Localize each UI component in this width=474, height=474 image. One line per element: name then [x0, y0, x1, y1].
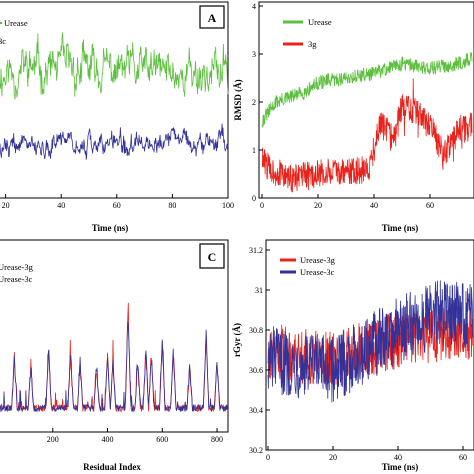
- panel-a-series-group: [0, 32, 229, 160]
- panel-d-frame: [265, 239, 474, 451]
- panel-d-yticks: 30.2 30.4 30.6 30.8 31 31.2: [249, 246, 270, 455]
- panel-d-legend-1: Urease-3g: [300, 255, 336, 265]
- panel-d-xlabel: Time (ns): [382, 462, 419, 472]
- panel-b-xtick-label: 40: [370, 201, 378, 210]
- panel-d-ytick-label: 30.8: [249, 326, 263, 335]
- panel-c-xtick-label: 200: [47, 435, 59, 444]
- panel-a-badge-box: [199, 5, 225, 29]
- panel-c-xtick-label: 600: [156, 435, 168, 444]
- panel-d-series-group: [267, 280, 474, 403]
- panel-b-legend-1: Urease: [308, 17, 332, 27]
- panel-c-xtick-label: 400: [102, 435, 114, 444]
- panel-a-xtick-label: 80: [168, 201, 176, 210]
- panel-b-xtick-label: 60: [426, 201, 434, 210]
- panel-c-series-group: [0, 302, 229, 413]
- panel-d-ylabel: rGyr (Å): [232, 323, 242, 357]
- panel-a-xticks: 20 40 60 80 100: [2, 194, 234, 210]
- panel-c-legend-1: Urease-3g: [0, 262, 34, 272]
- panel-d: 0 20 40 60 30.2 30.4 30.6 30.8 31 31.2 Time (ns)…: [232, 239, 474, 472]
- panel-b-xtick-label: 20: [314, 201, 322, 210]
- panel-a: 20 40 60 80 100 Time (ns) A Urease 3c: [0, 1, 234, 233]
- panel-d-xtick-label: 60: [459, 453, 467, 462]
- panel-b-yticks: 0 1 2 3 4: [252, 2, 263, 203]
- panel-a-xtick-label: 100: [222, 201, 234, 210]
- panel-c-series-1-line: [0, 302, 229, 413]
- panel-c-badge-box: [199, 243, 225, 269]
- panel-c-xtick-label: 800: [211, 435, 223, 444]
- panel-c-frame: [0, 239, 229, 433]
- panel-b-xlabel: Time (ns): [382, 223, 419, 233]
- panel-b-ytick-label: 3: [252, 50, 256, 59]
- panel-a-frame: [0, 1, 229, 199]
- panel-b-ytick-label: 1: [252, 146, 256, 155]
- panel-c-xticks: 0200400600800: [47, 428, 223, 444]
- panel-d-xtick-label: 20: [329, 453, 337, 462]
- panel-c-series-2-line: [0, 321, 229, 413]
- panel-b-legend-2: 3g: [308, 39, 317, 49]
- panel-d-ytick-label: 30.4: [249, 406, 263, 415]
- panel-b-ytick-label: 2: [252, 98, 256, 107]
- panel-b-ytick-label: 4: [252, 2, 256, 11]
- panel-a-xtick-label: 40: [57, 201, 65, 210]
- panel-b-series-group: [261, 52, 473, 193]
- panel-b-ylabel: RMSD (Å): [233, 79, 243, 120]
- panel-d-legend-2: Urease-3c: [300, 267, 335, 277]
- panel-d-xticks: 0 20 40 60: [266, 446, 467, 462]
- panel-c-legend-2: Urease-3c: [0, 274, 33, 284]
- panel-b-xtick-label: 0: [260, 201, 264, 210]
- panel-a-series-1-line: [0, 32, 229, 100]
- panel-a-xtick-label: 20: [2, 201, 10, 210]
- panel-b-xticks: 0 20 40 60: [260, 194, 434, 210]
- panel-c-badge: C: [208, 250, 217, 264]
- panel-a-badge: A: [208, 11, 217, 25]
- panel-d-xtick-label: 40: [394, 453, 402, 462]
- panel-d-ytick-label: 31.2: [249, 246, 263, 255]
- panel-d-series-2-line: [267, 280, 474, 403]
- panel-b-series-2-line: [261, 78, 473, 193]
- panel-d-ytick-label: 30.6: [249, 366, 263, 375]
- panel-a-legend-1: Urease: [4, 18, 28, 28]
- panel-d-ytick-label: 30.2: [249, 446, 263, 455]
- panel-a-xlabel: Time (ns): [92, 223, 129, 233]
- panel-d-ytick-label: 31: [255, 286, 263, 295]
- panel-a-legend-2: 3c: [0, 36, 6, 46]
- panel-d-xtick-label: 0: [266, 453, 270, 462]
- panel-c: 0200400600800 Residual Index C Urease-3g…: [0, 239, 229, 472]
- panel-b-ytick-label: 0: [252, 194, 256, 203]
- panel-a-xtick-label: 60: [113, 201, 121, 210]
- panel-c-xlabel: Residual Index: [83, 462, 141, 472]
- panel-b-series-1-line: [261, 52, 473, 128]
- panel-a-series-2-line: [0, 123, 229, 160]
- panel-b-frame: [258, 1, 474, 199]
